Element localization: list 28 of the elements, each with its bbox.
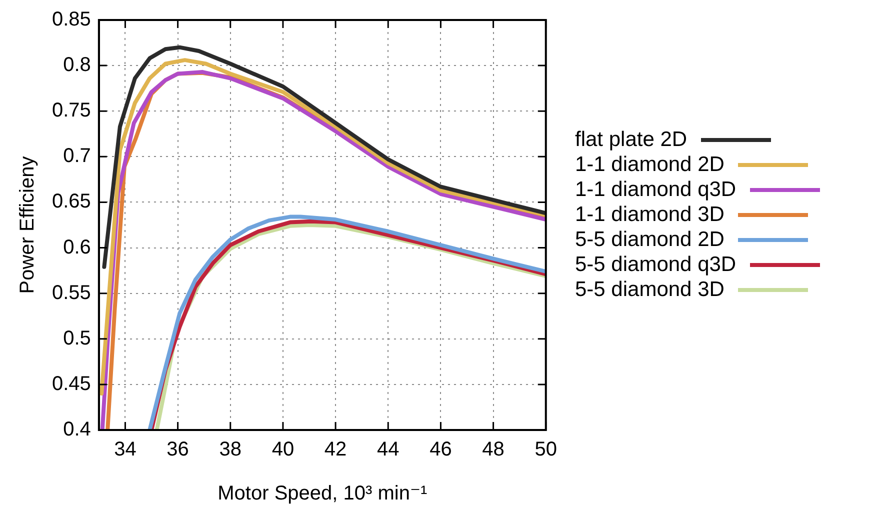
x-tick-label: 42 xyxy=(324,438,347,461)
x-tick-label: 50 xyxy=(534,438,557,461)
y-tick-label: 0.75 xyxy=(52,100,91,122)
x-tick-label: 46 xyxy=(430,438,452,461)
x-axis-title: Motor Speed, 10³ min⁻¹ xyxy=(218,482,428,505)
legend-label: 1-1 diamond q3D xyxy=(575,178,736,202)
y-tick-label: 0.6 xyxy=(63,236,91,258)
y-tick-label: 0.5 xyxy=(63,327,91,350)
x-tick-label: 38 xyxy=(219,438,242,461)
y-tick-label: 0.55 xyxy=(52,282,91,304)
legend-label: 1-1 diamond 3D xyxy=(575,203,724,227)
y-tick-label: 0.65 xyxy=(52,190,91,213)
y-tick-label: 0.45 xyxy=(52,372,91,395)
x-tick-label: 40 xyxy=(272,438,294,461)
legend-label: 5-5 diamond 2D xyxy=(575,228,724,252)
y-tick-label: 0.8 xyxy=(63,54,91,76)
y-tick-label: 0.4 xyxy=(63,418,91,441)
legend-label: 5-5 diamond 3D xyxy=(575,278,724,302)
legend-label: 5-5 diamond q3D xyxy=(575,253,736,277)
x-tick-label: 36 xyxy=(166,438,189,461)
legend-label: 1-1 diamond 2D xyxy=(575,153,724,177)
x-tick-label: 34 xyxy=(114,438,136,461)
x-tick-label: 44 xyxy=(377,438,400,461)
y-tick-label: 0.85 xyxy=(52,8,91,31)
y-axis-title: Power Efficieny xyxy=(16,156,39,294)
legend-label: flat plate 2D xyxy=(575,128,688,152)
x-tick-label: 48 xyxy=(482,438,504,461)
y-tick-label: 0.7 xyxy=(63,145,91,168)
